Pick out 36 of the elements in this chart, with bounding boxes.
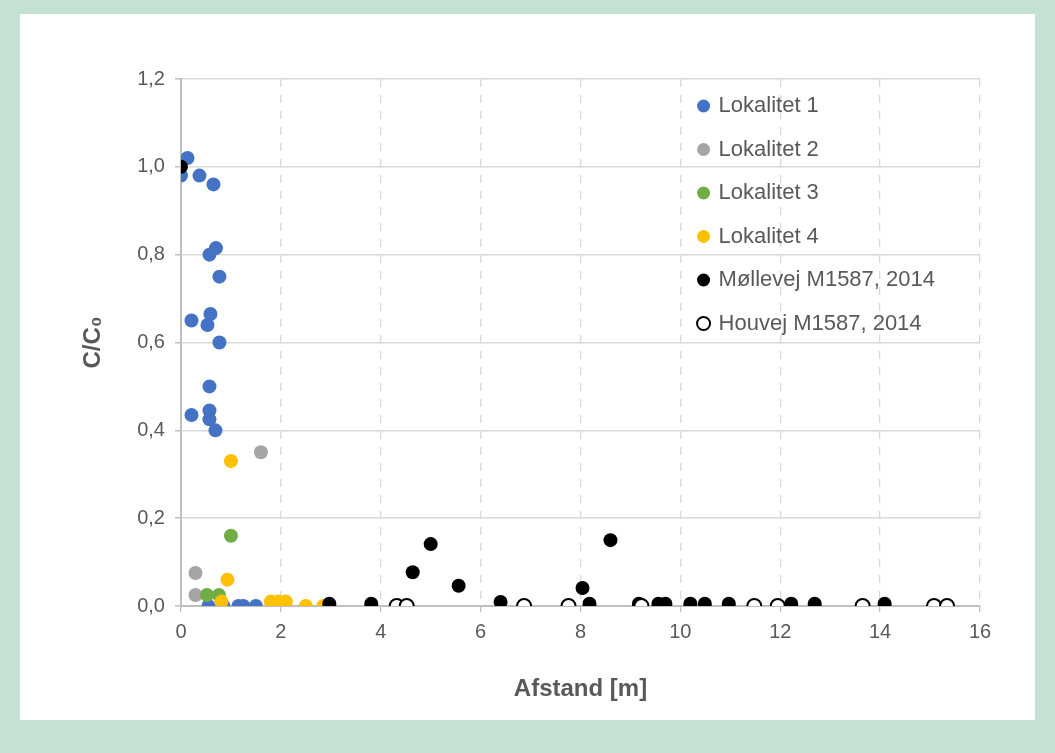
point — [206, 177, 221, 192]
x-tick-label: 2 — [275, 619, 287, 642]
point — [208, 423, 223, 438]
legend-label: Lokalitet 1 — [718, 92, 819, 118]
point — [184, 313, 199, 328]
x-tick-label: 0 — [175, 619, 187, 642]
legend-label: Houvej M1587, 2014 — [718, 309, 922, 335]
y-tick-label: 0,6 — [137, 330, 165, 353]
legend-label: Lokalitet 4 — [718, 222, 819, 248]
x-tick-label: 14 — [869, 619, 892, 642]
y-tick-label: 1,0 — [137, 154, 165, 177]
y-tick-label: 0,2 — [137, 505, 165, 528]
y-axis-title: C/C₀ — [78, 316, 106, 369]
point — [192, 168, 207, 183]
y-tick-label: 0,4 — [137, 417, 165, 440]
x-tick-label: 4 — [375, 619, 387, 642]
x-tick-label: 10 — [669, 619, 692, 642]
point — [212, 335, 227, 350]
y-tick-label: 1,2 — [137, 66, 165, 89]
point — [184, 407, 199, 422]
y-tick-label: 0,0 — [137, 593, 165, 616]
x-axis-title: Afstand [m] — [513, 674, 648, 702]
point — [202, 379, 217, 394]
y-tick-label: 0,8 — [137, 242, 165, 265]
point — [200, 317, 215, 332]
legend-label: Lokalitet 2 — [718, 135, 819, 161]
legend-label: Lokalitet 3 — [718, 179, 819, 205]
legend-label: Møllevej M1587, 2014 — [718, 266, 936, 292]
point — [253, 445, 268, 460]
x-tick-label: 12 — [769, 619, 792, 642]
x-tick-label: 6 — [475, 619, 487, 642]
point — [214, 594, 229, 606]
point — [202, 247, 217, 262]
x-tick-label: 8 — [574, 619, 587, 642]
point — [212, 269, 227, 284]
x-tick-label: 16 — [968, 619, 992, 642]
